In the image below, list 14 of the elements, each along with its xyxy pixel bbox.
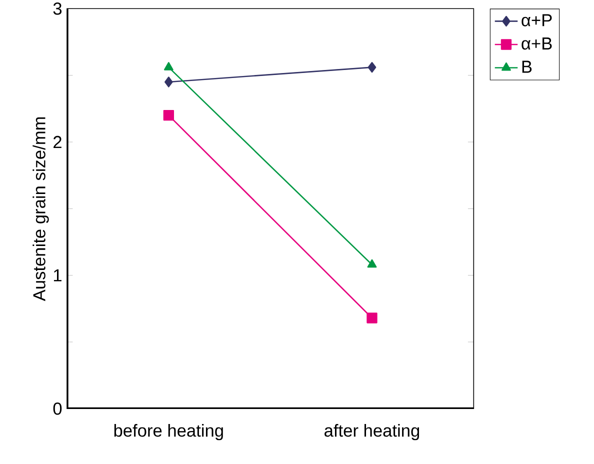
point <box>164 76 173 88</box>
y-tick-label: 1 <box>54 269 62 282</box>
legend-label: B <box>522 60 532 73</box>
legend-label: α+P <box>522 14 552 26</box>
point <box>368 62 376 73</box>
x-tick-label: before heating <box>114 424 223 440</box>
y-axis-title: Austenite grain size/mm <box>32 117 49 302</box>
point <box>366 312 378 324</box>
point <box>163 110 174 121</box>
y-tick-label: 0 <box>53 402 62 415</box>
legend-label: α+B <box>522 38 552 50</box>
y-tick-label: 3 <box>53 2 62 15</box>
y-tick-label: 2 <box>54 136 62 148</box>
x-tick-label: after heating <box>324 424 420 440</box>
